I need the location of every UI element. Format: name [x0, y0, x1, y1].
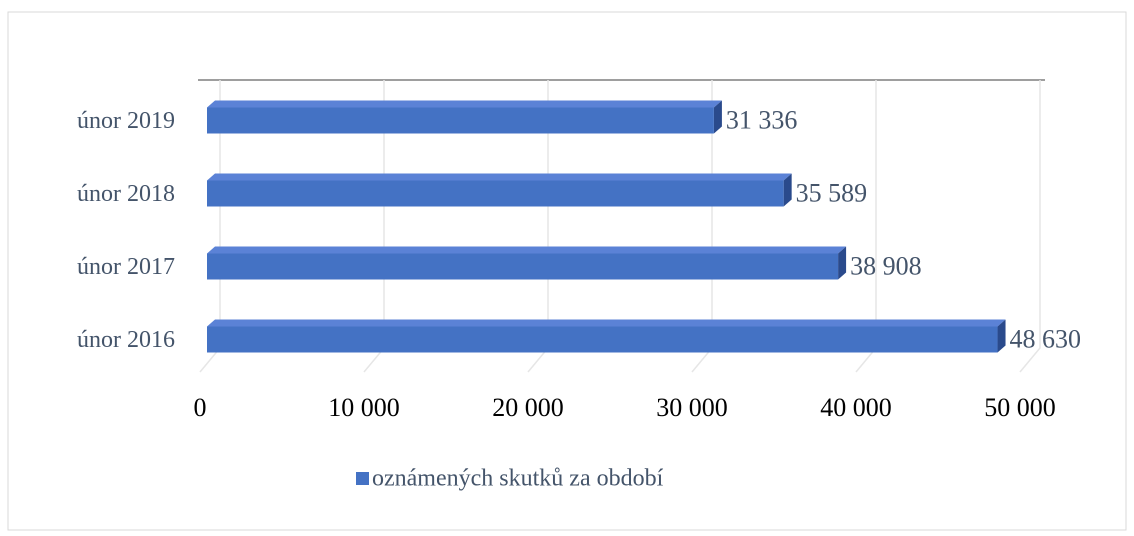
bar-front: [207, 253, 839, 280]
bar-top: [207, 173, 792, 181]
bar: [207, 173, 792, 207]
bar-side: [838, 246, 847, 280]
value-label: 31 336: [726, 105, 798, 134]
bar-top: [207, 319, 1006, 327]
y-tick-label: únor 2016: [77, 327, 175, 353]
value-label: 48 630: [1010, 324, 1082, 353]
bar-side: [997, 319, 1006, 353]
y-tick-label: únor 2019: [77, 108, 175, 134]
bar-front: [207, 107, 714, 134]
legend-swatch: [356, 472, 369, 485]
bar-front: [207, 326, 998, 353]
x-tick-label: 20 000: [492, 393, 564, 422]
bar-front: [207, 180, 784, 207]
legend-label: oznámených skutků za období: [372, 466, 664, 492]
x-tick-label: 30 000: [656, 393, 728, 422]
bar-top: [207, 246, 847, 254]
x-tick-label: 10 000: [328, 393, 400, 422]
x-tick-label: 0: [194, 393, 207, 422]
x-tick-label: 40 000: [820, 393, 892, 422]
bar: [207, 100, 722, 134]
y-tick-label: únor 2017: [77, 254, 175, 280]
x-tick-label: 50 000: [984, 393, 1056, 422]
bar: [207, 319, 1006, 353]
bar-side: [783, 173, 792, 207]
bar-side: [713, 100, 722, 134]
grid-line: [1019, 80, 1041, 373]
value-label: 35 589: [796, 178, 868, 207]
value-label: 38 908: [850, 251, 922, 280]
bar: [207, 246, 847, 280]
bar-top: [207, 100, 722, 108]
y-tick-label: únor 2018: [77, 181, 175, 207]
